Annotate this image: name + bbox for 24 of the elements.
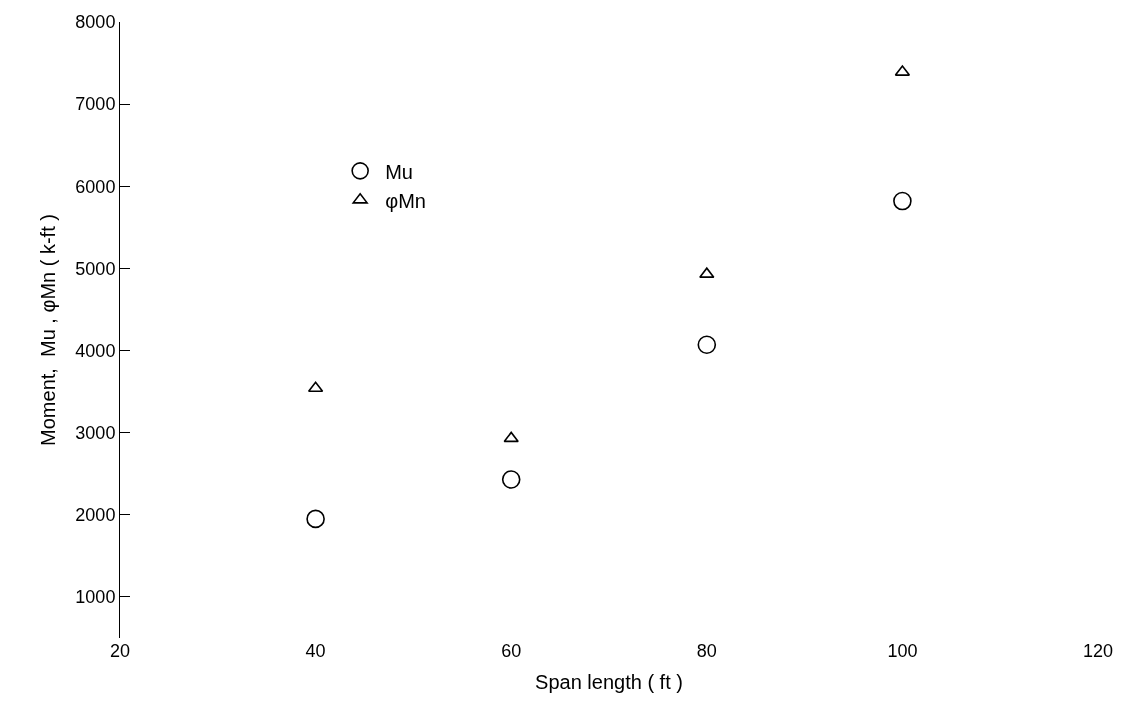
point <box>697 335 717 355</box>
x-tick-label: 20 <box>109 641 131 661</box>
point <box>503 431 519 443</box>
legend-label: Mu <box>385 160 413 183</box>
point <box>307 381 324 393</box>
legend-label: φMn <box>385 189 426 212</box>
y-axis-title: Moment, Mu , φMn ( k-ft ) <box>36 214 59 446</box>
x-tick-label: 60 <box>501 641 522 661</box>
point <box>306 509 325 529</box>
point <box>501 470 521 489</box>
x-tick-label: 40 <box>305 641 326 661</box>
y-tick-label: 6000 <box>75 176 116 197</box>
y-tick-label: 5000 <box>75 258 116 279</box>
y-tick-label: 2000 <box>75 505 116 526</box>
point <box>893 191 912 211</box>
x-tick-label: 100 <box>887 641 918 661</box>
y-tick-label: 1000 <box>75 587 116 608</box>
y-tick-label: 8000 <box>75 12 116 33</box>
x-tick-label: 80 <box>696 641 717 661</box>
y-tick-label: 3000 <box>75 422 116 443</box>
y-tick-label: 7000 <box>75 94 116 115</box>
x-tick-label: 120 <box>1082 641 1114 661</box>
x-axis-title: Span length ( ft ) <box>535 670 683 693</box>
y-tick-label: 4000 <box>75 340 116 361</box>
